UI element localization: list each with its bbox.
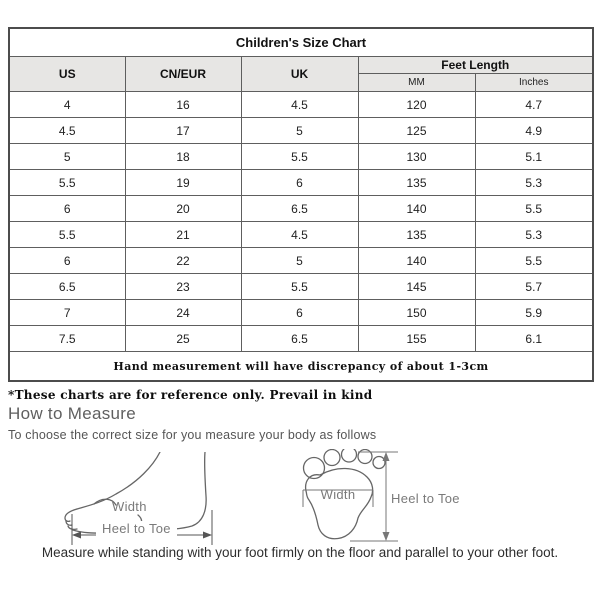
table-cell: 135	[357, 221, 476, 248]
table-row: 4 16 4.5 120 4.7	[8, 91, 594, 118]
table-cell: 23	[124, 273, 242, 300]
table-row: 5 18 5.5 130 5.1	[8, 143, 594, 170]
side-view-width-label: Width	[112, 499, 147, 514]
table-cell: 21	[124, 221, 242, 248]
table-cell: 5.5	[240, 143, 359, 170]
table-cell: 6	[8, 195, 126, 222]
table-cell: 6.1	[474, 325, 594, 352]
table-row: 6 20 6.5 140 5.5	[8, 195, 594, 222]
column-header-inches: Inches	[474, 73, 594, 92]
table-cell: 20	[124, 195, 242, 222]
reference-note: *These charts are for reference only. Pr…	[8, 388, 373, 402]
table-cell: 130	[357, 143, 476, 170]
table-row: 6.5 23 5.5 145 5.7	[8, 273, 594, 300]
table-cell: 4.7	[474, 91, 594, 118]
table-cell: 4	[8, 91, 126, 118]
table-row: 7 24 6 150 5.9	[8, 299, 594, 326]
table-cell: 6.5	[240, 195, 359, 222]
table-cell: 24	[124, 299, 242, 326]
table-cell: 140	[357, 195, 476, 222]
table-cell: 5	[8, 143, 126, 170]
table-cell: 5.3	[474, 169, 594, 196]
how-to-measure-subheading: To choose the correct size for you measu…	[8, 428, 377, 442]
table-cell: 4.9	[474, 117, 594, 144]
table-cell: 19	[124, 169, 242, 196]
size-table-body: 4 16 4.5 120 4.7 4.5 17 5 125 4.9 5 18 5.5 130 5.1 5.5 1…	[8, 91, 594, 352]
measurement-caption: Measure while standing with your foot fi…	[41, 545, 559, 560]
table-cell: 17	[124, 117, 242, 144]
table-cell: 6	[240, 169, 359, 196]
side-view-heel-to-toe-label: Heel to Toe	[96, 521, 177, 536]
table-cell: 7	[8, 299, 126, 326]
table-cell: 125	[357, 117, 476, 144]
table-cell: 5	[240, 117, 359, 144]
table-cell: 6	[240, 299, 359, 326]
table-cell: 150	[357, 299, 476, 326]
table-cell: 5.5	[8, 169, 126, 196]
table-title: Children's Size Chart	[8, 27, 594, 57]
column-header-mm: MM	[357, 73, 476, 92]
table-cell: 18	[124, 143, 242, 170]
table-cell: 6.5	[240, 325, 359, 352]
table-cell: 5.9	[474, 299, 594, 326]
table-cell: 120	[357, 91, 476, 118]
table-cell: 25	[124, 325, 242, 352]
table-cell: 5.3	[474, 221, 594, 248]
table-row: 7.5 25 6.5 155 6.1	[8, 325, 594, 352]
table-footnote: Hand measurement will have discrepancy o…	[8, 351, 594, 382]
footprint-icon	[302, 449, 398, 542]
table-cell: 155	[357, 325, 476, 352]
table-row: 4.5 17 5 125 4.9	[8, 117, 594, 144]
table-cell: 135	[357, 169, 476, 196]
table-cell: 5.1	[474, 143, 594, 170]
table-cell: 22	[124, 247, 242, 274]
table-cell: 6.5	[8, 273, 126, 300]
how-to-measure-heading: How to Measure	[8, 404, 136, 423]
column-header-uk: UK	[240, 56, 359, 92]
footprint-width-label: Width	[320, 487, 356, 502]
table-cell: 6	[8, 247, 126, 274]
size-chart-table: Children's Size Chart US CN/EUR UK Feet …	[8, 27, 595, 382]
table-cell: 4.5	[8, 117, 126, 144]
table-cell: 145	[357, 273, 476, 300]
table-cell: 5.5	[474, 195, 594, 222]
table-cell: 7.5	[8, 325, 126, 352]
table-row: 6 22 5 140 5.5	[8, 247, 594, 274]
table-row: 5.5 21 4.5 135 5.3	[8, 221, 594, 248]
table-cell: 5.7	[474, 273, 594, 300]
footprint-heel-to-toe-label: Heel to Toe	[391, 491, 460, 506]
column-header-us: US	[8, 56, 126, 92]
column-header-feet-length: Feet Length	[357, 56, 594, 74]
table-cell: 16	[124, 91, 242, 118]
table-cell: 5.5	[240, 273, 359, 300]
table-cell: 140	[357, 247, 476, 274]
table-cell: 4.5	[240, 91, 359, 118]
table-row: 5.5 19 6 135 5.3	[8, 169, 594, 196]
table-cell: 5.5	[8, 221, 126, 248]
table-cell: 5.5	[474, 247, 594, 274]
table-cell: 5	[240, 247, 359, 274]
table-cell: 4.5	[240, 221, 359, 248]
column-header-cn-eur: CN/EUR	[124, 56, 242, 92]
